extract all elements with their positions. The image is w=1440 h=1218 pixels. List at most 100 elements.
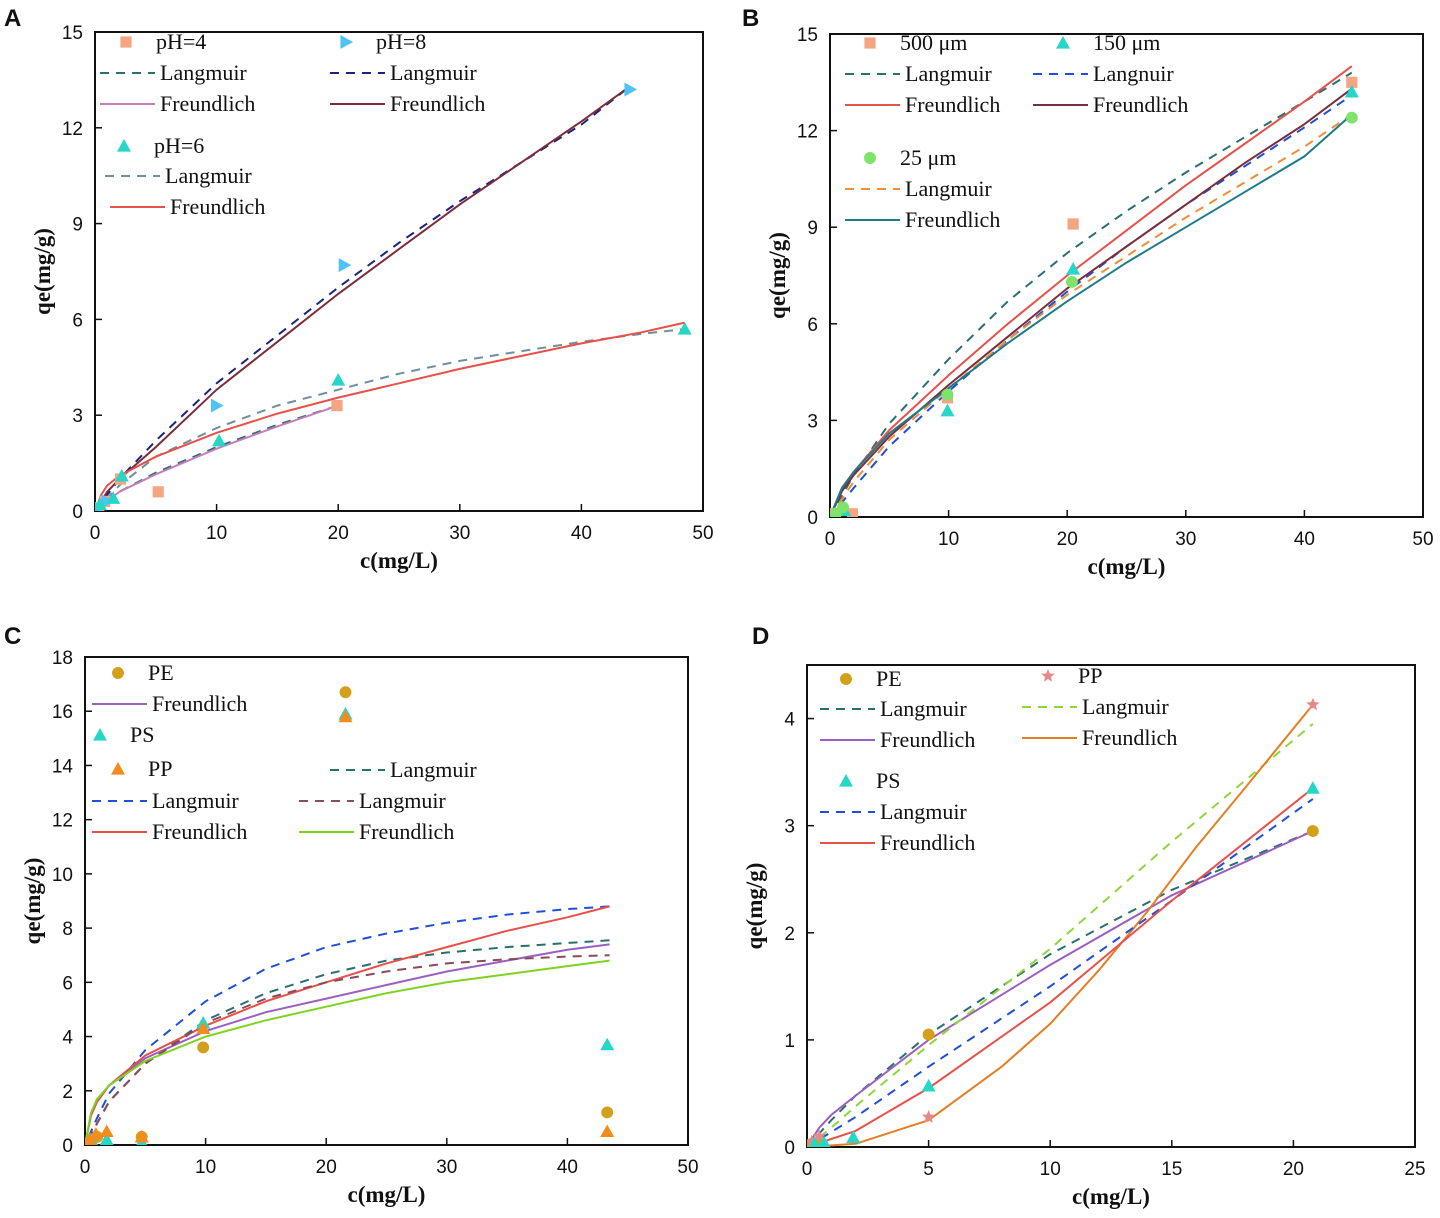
y-tick-label: 14 [52, 756, 74, 777]
y-tick-label: 12 [62, 119, 83, 140]
y-tick-label: 12 [52, 811, 73, 832]
legend-label: Langmuir [905, 61, 992, 86]
legend-marker [120, 36, 132, 48]
fit-line-langmuir-25-m [830, 113, 1353, 517]
legend-label: Freundlich [390, 91, 485, 116]
fit-line-langmuir-pp [87, 954, 610, 1141]
fit-line-freundlich-ps [807, 787, 1314, 1147]
y-axis-title: qe(mg/g) [20, 858, 45, 945]
legend-label: pH=4 [156, 29, 206, 54]
legend-label: Langmuir [390, 60, 477, 85]
legend-label: 25 μm [900, 145, 956, 170]
fit-line-freundlich-pp [807, 703, 1314, 1147]
data-point-pp [1306, 697, 1320, 711]
plot-frame [84, 656, 689, 1146]
data-point-ph-8 [211, 398, 224, 413]
legend-label: Langmuir [905, 176, 992, 201]
fit-line-freundlich-25-m [830, 113, 1353, 517]
data-point-pp [600, 1124, 615, 1138]
legend-label: Freundlich [1082, 725, 1177, 750]
y-tick-label: 1 [784, 1031, 795, 1052]
fit-line-freundlich-pe [807, 830, 1314, 1147]
legend-label: Langmuir [165, 163, 252, 188]
x-tick-label: 20 [1283, 1159, 1304, 1180]
plot-frame [829, 33, 1424, 518]
legend-marker [117, 139, 131, 152]
plot-frame [806, 664, 1416, 1148]
x-tick-label: 30 [1175, 529, 1196, 550]
data-point-pe [197, 1041, 210, 1054]
x-axis-title: c(mg/L) [360, 548, 438, 573]
x-tick-label: 20 [328, 523, 349, 544]
y-tick-label: 15 [62, 23, 83, 44]
x-tick-label: 10 [206, 523, 227, 544]
x-tick-label: 20 [1057, 529, 1078, 550]
x-tick-label: 30 [449, 523, 470, 544]
legend-label: Freundlich [170, 194, 265, 219]
plot-area [807, 697, 1320, 1147]
y-tick-label: 9 [807, 218, 818, 239]
fit-line-freundlich-500-m [830, 65, 1353, 517]
panel-c: C 0 10 20 30 40 50 0 2 4 6 8 10 12 14 16 18 c(mg/L) qe(mg/… [4, 623, 699, 1207]
x-tick-label: 0 [802, 1159, 813, 1180]
data-point-pp [99, 1124, 114, 1138]
data-point-ps [600, 1037, 615, 1051]
legend-label: 150 μm [1093, 30, 1160, 55]
data-point-pe [601, 1106, 614, 1119]
data-point-ps [808, 1136, 820, 1147]
legend-label: Freundlich [359, 819, 454, 844]
fit-line-langmuir-ph-4 [95, 404, 339, 511]
x-tick-label: 40 [557, 1157, 578, 1178]
legend-label: PE [148, 660, 174, 685]
data-point-500-m [1067, 218, 1079, 230]
data-point-150-m [940, 403, 955, 417]
data-point-pp [338, 709, 353, 723]
y-axis-title: qe(mg/g) [765, 232, 790, 319]
data-point-ph-4 [331, 400, 343, 412]
legend-label: Freundlich [905, 207, 1000, 232]
legend-label: Freundlich [880, 727, 975, 752]
legend-label: PP [148, 756, 172, 781]
data-point-pp [196, 1021, 211, 1035]
y-axis-title: qe(mg/g) [30, 228, 55, 315]
y-tick-label: 3 [72, 406, 83, 427]
legend-label: PS [130, 722, 154, 747]
legend-marker [111, 762, 125, 775]
x-tick-label: 20 [316, 1157, 337, 1178]
plot-frame [94, 31, 704, 512]
y-tick-label: 8 [62, 919, 73, 940]
y-tick-label: 0 [807, 508, 818, 529]
x-tick-label: 0 [90, 523, 101, 544]
y-tick-label: 12 [797, 122, 818, 143]
data-point-ps [921, 1078, 936, 1092]
legend-label: Freundlich [880, 830, 975, 855]
y-tick-label: 4 [784, 710, 795, 731]
legend-marker [1041, 669, 1055, 682]
x-tick-label: 40 [1294, 529, 1315, 550]
x-tick-label: 0 [825, 529, 836, 550]
data-point-ph-6 [95, 497, 107, 511]
y-tick-label: 10 [52, 865, 73, 886]
panel-label: C [4, 623, 21, 650]
panel-label: A [4, 5, 21, 32]
y-tick-label: 3 [784, 817, 795, 838]
fit-line-langmuir-500-m [830, 71, 1353, 517]
fit-line-freundlich-pe [85, 943, 610, 1145]
legend-label: Langmuir [390, 757, 477, 782]
data-point-ph-6 [677, 321, 692, 335]
y-tick-label: 2 [62, 1082, 73, 1103]
legend-label: 500 μm [900, 30, 967, 55]
legend-label: Freundlich [160, 91, 255, 116]
fit-line-langnuir-150-m [830, 94, 1353, 517]
x-tick-label: 50 [1412, 529, 1433, 550]
y-tick-label: 2 [784, 924, 795, 945]
legend-label: Freundlich [152, 819, 247, 844]
data-point-ps [817, 1135, 831, 1147]
x-tick-label: 5 [923, 1159, 934, 1180]
legend-marker [839, 774, 853, 787]
legend-label: pH=8 [376, 29, 426, 54]
legend-label: Langmuir [1082, 694, 1169, 719]
legend-label: Langmuir [152, 788, 239, 813]
